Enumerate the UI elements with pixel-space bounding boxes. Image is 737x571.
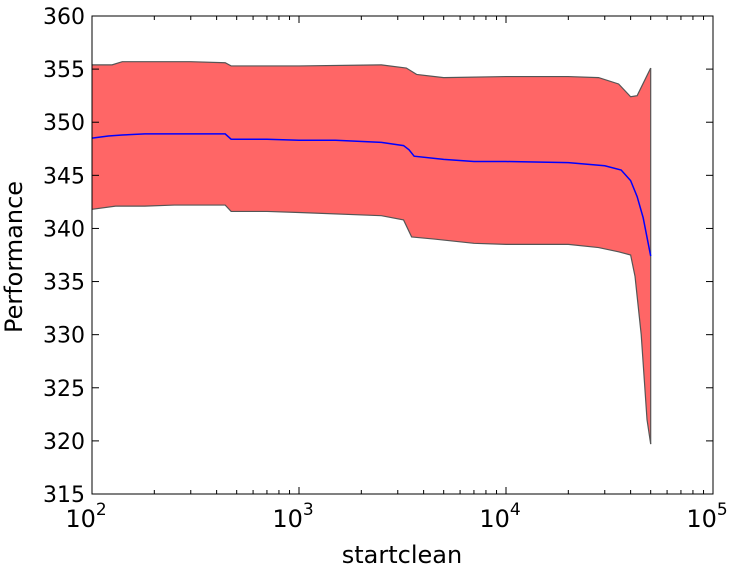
plot-frame: [91, 15, 714, 495]
x-tick-label: 102: [65, 500, 106, 533]
y-tick-label: 335: [43, 271, 85, 296]
y-tick-label: 325: [43, 377, 85, 402]
plot-area: [91, 61, 652, 445]
x-axis-label: startclean: [342, 541, 462, 569]
y-tick-label: 340: [43, 217, 85, 242]
band-upper-edge-0: [92, 61, 652, 98]
band-fill-0: [92, 61, 651, 445]
y-tick-label: 360: [43, 5, 85, 30]
x-tick-label: 104: [479, 500, 520, 533]
y-tick-label: 345: [43, 164, 85, 189]
y-tick-label: 320: [43, 430, 85, 455]
y-axis-label: Performance: [0, 181, 28, 333]
y-tick-label: 355: [43, 58, 85, 83]
x-tick-label: 103: [272, 500, 313, 533]
y-tick-label: 350: [43, 111, 85, 136]
x-tick-label: 105: [686, 500, 727, 533]
mean-line-0: [91, 133, 652, 257]
band-lower-edge-0: [91, 204, 652, 445]
axes: 315 320 325 330 335 340 345 350 355 360 102 103 104 1…: [43, 5, 728, 533]
y-tick-label: 315: [43, 483, 85, 508]
y-tick-label: 330: [43, 324, 85, 349]
